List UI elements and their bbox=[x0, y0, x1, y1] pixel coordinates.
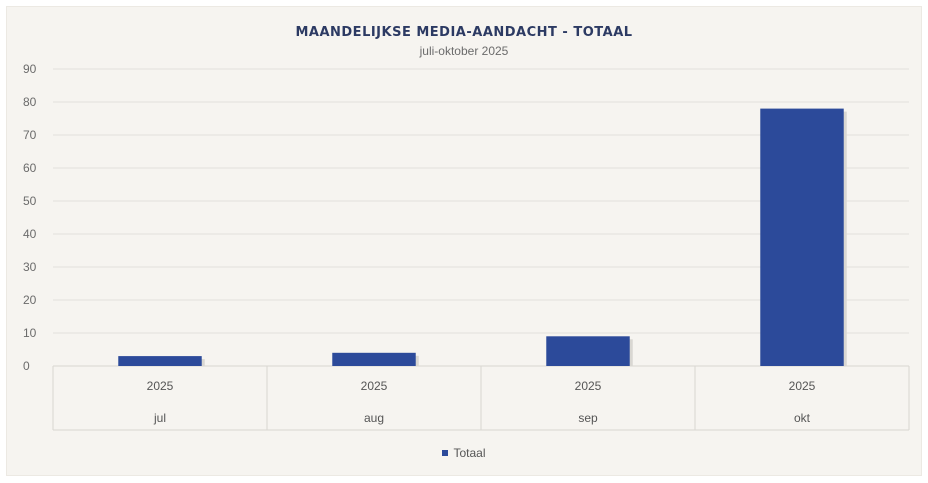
y-tick-label: 70 bbox=[23, 128, 37, 142]
chart-subtitle: juli-oktober 2025 bbox=[419, 44, 509, 58]
y-tick-label: 10 bbox=[23, 326, 37, 340]
bar-jul bbox=[118, 356, 202, 366]
y-tick-label: 0 bbox=[23, 359, 30, 373]
y-tick-label: 40 bbox=[23, 227, 37, 241]
y-tick-label: 20 bbox=[23, 293, 37, 307]
x-tick-year-label: 2025 bbox=[789, 379, 816, 393]
legend-swatch bbox=[442, 449, 449, 456]
y-tick-label: 50 bbox=[23, 194, 37, 208]
x-tick-month-label: jul bbox=[153, 411, 166, 425]
y-tick-label: 60 bbox=[23, 161, 37, 175]
y-tick-label: 80 bbox=[23, 95, 37, 109]
bar-okt bbox=[760, 108, 844, 366]
x-tick-year-label: 2025 bbox=[361, 379, 388, 393]
bar-sep bbox=[546, 336, 630, 366]
bar-chart: 0 10 20 30 40 50 60 70 80 90 2025 jul 2025 aug 2025 sep… bbox=[23, 62, 910, 431]
bar-aug bbox=[332, 352, 416, 366]
chart-frame: MAANDELIJKSE MEDIA-AANDACHT - TOTAAL jul… bbox=[6, 6, 922, 476]
x-tick-month-label: okt bbox=[794, 411, 811, 425]
legend: Totaal bbox=[7, 446, 921, 460]
y-tick-label: 30 bbox=[23, 260, 37, 274]
x-tick-month-label: sep bbox=[578, 411, 598, 425]
x-tick-month-label: aug bbox=[364, 411, 384, 425]
legend-label: Totaal bbox=[453, 446, 486, 460]
y-tick-label: 90 bbox=[23, 62, 37, 76]
chart-title: MAANDELIJKSE MEDIA-AANDACHT - TOTAAL bbox=[295, 25, 633, 40]
x-tick-year-label: 2025 bbox=[147, 379, 174, 393]
x-tick-year-label: 2025 bbox=[575, 379, 602, 393]
